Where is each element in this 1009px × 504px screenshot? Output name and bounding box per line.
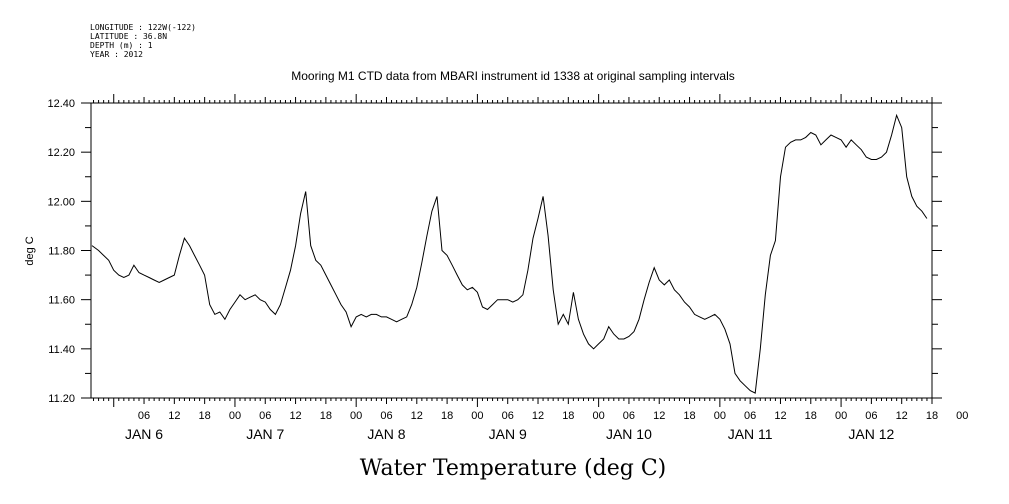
x-tick-label: 06 xyxy=(138,410,150,422)
x-tick-label: 00 xyxy=(471,410,483,422)
y-axis-ticks: 11.20 11.40 11.60 11.80 12.00 12.20 12.40 xyxy=(47,98,942,405)
x-tick-label: 12 xyxy=(168,410,180,422)
x-tick-label: 18 xyxy=(562,410,574,422)
x-tick-label: 18 xyxy=(683,410,695,422)
plot-frame xyxy=(90,102,933,399)
y-tick-label: 11.40 xyxy=(48,344,75,356)
x-tick-label: 12 xyxy=(411,410,423,422)
x-tick-label: 00 xyxy=(956,410,968,422)
y-axis-label: deg C xyxy=(24,236,36,265)
x-tick-label: 06 xyxy=(623,410,635,422)
x-tick-label: 00 xyxy=(593,410,605,422)
x-day-label: JAN 9 xyxy=(489,426,527,442)
x-tick-label: 18 xyxy=(441,410,453,422)
meta-depth: DEPTH (m) : 1 xyxy=(90,41,153,50)
x-tick-label: 06 xyxy=(865,410,877,422)
x-tick-label: 00 xyxy=(229,410,241,422)
x-tick-label: 06 xyxy=(259,410,271,422)
x-day-label: JAN 11 xyxy=(728,426,773,442)
y-tick-label: 12.00 xyxy=(47,196,75,208)
chart-title: Mooring M1 CTD data from MBARI instrumen… xyxy=(291,69,735,83)
x-tick-label: 06 xyxy=(744,410,756,422)
x-tick-label: 06 xyxy=(502,410,514,422)
meta-longitude: LONGITUDE : 122W(-122) xyxy=(90,23,196,32)
y-tick-label: 12.40 xyxy=(47,98,75,110)
meta-year: YEAR : 2012 xyxy=(90,50,143,59)
meta-latitude: LATITUDE : 36.8N xyxy=(90,32,167,41)
x-tick-label: 06 xyxy=(380,410,392,422)
x-tick-label: 12 xyxy=(896,410,908,422)
x-tick-label: 18 xyxy=(926,410,938,422)
x-day-label: JAN 10 xyxy=(606,426,652,442)
x-axis-label: Water Temperature (deg C) xyxy=(360,456,667,481)
y-tick-label: 11.60 xyxy=(48,295,75,307)
x-tick-label: 18 xyxy=(805,410,817,422)
x-tick-label: 12 xyxy=(289,410,301,422)
plot-area xyxy=(91,113,928,394)
x-tick-label: 18 xyxy=(199,410,211,422)
x-day-label: JAN 7 xyxy=(246,426,284,442)
x-tick-label: 12 xyxy=(532,410,544,422)
x-tick-label: 00 xyxy=(350,410,362,422)
x-day-label: JAN 8 xyxy=(367,426,405,442)
y-tick-label: 11.80 xyxy=(48,246,75,258)
x-tick-label: 12 xyxy=(653,410,665,422)
x-day-label: JAN 12 xyxy=(848,426,894,442)
dataset-metadata: LONGITUDE : 122W(-122)LATITUDE : 36.8NDE… xyxy=(90,23,196,59)
plot-axes xyxy=(90,102,933,399)
x-day-label: JAN 6 xyxy=(125,426,163,442)
y-tick-label: 11.20 xyxy=(48,393,75,405)
x-tick-label: 12 xyxy=(774,410,786,422)
series-line-0 xyxy=(91,113,928,394)
x-tick-label: 00 xyxy=(835,410,847,422)
x-tick-label: 00 xyxy=(714,410,726,422)
x-axis-ticks: 06 12 18 00 06 12 18 00 06 12 18 00 06 12 18 00 06 12 18 00… xyxy=(93,94,968,442)
x-tick-label: 18 xyxy=(320,410,332,422)
y-tick-label: 12.20 xyxy=(47,147,75,159)
